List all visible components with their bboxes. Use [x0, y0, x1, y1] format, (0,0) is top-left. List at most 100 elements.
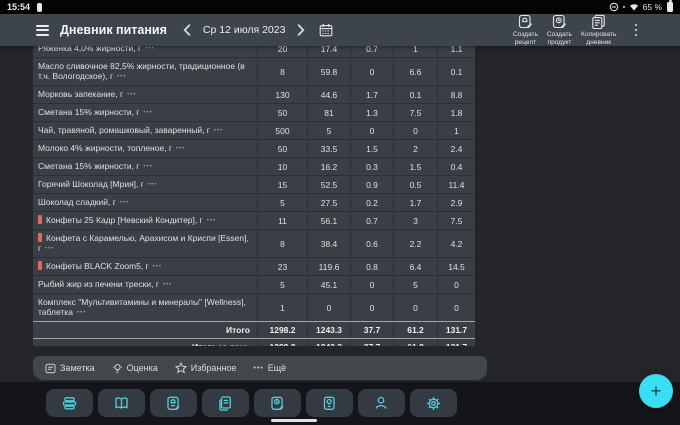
create-recipe-icon	[518, 15, 532, 29]
nav-notes-button[interactable]	[202, 389, 249, 417]
food-name: Ряженка 4,0% жирности, г	[38, 46, 142, 53]
calories-value: 119.6	[307, 258, 350, 275]
chevron-right-icon[interactable]	[295, 22, 307, 38]
row-menu-icon[interactable]: •••	[76, 310, 87, 316]
row-menu-icon[interactable]: •••	[117, 74, 127, 80]
fat-value: 2	[393, 140, 437, 157]
carbs-value: 11.4	[437, 176, 475, 193]
overflow-menu-icon[interactable]	[630, 21, 643, 40]
carbs-value: 0.4	[437, 158, 475, 175]
totals-label: Итого за день	[33, 339, 257, 346]
table-row[interactable]: Морковь запекание, г ••• 130 44.6 1.7 0.1…	[33, 86, 475, 104]
protein-value: 0.2	[350, 194, 393, 211]
favorite-button[interactable]: Избранное	[174, 362, 236, 374]
carbs-value: 2.4	[437, 140, 475, 157]
amount-total: 1298.2	[257, 322, 307, 338]
row-menu-icon[interactable]: •••	[162, 282, 173, 288]
table-row[interactable]: Шоколад сладкий, г ••• 5 27.5 0.2 1.7 2.9	[33, 194, 475, 212]
nav-analysis-button[interactable]	[306, 389, 353, 417]
carbs-total: 131.7	[437, 339, 475, 346]
amount-value: 500	[257, 122, 307, 139]
date-navigation: Ср 12 июля 2023	[181, 21, 336, 39]
food-name: Сметана 15% жирности, г	[38, 107, 140, 117]
protein-total: 37.7	[350, 322, 393, 338]
add-button[interactable]: +	[639, 374, 673, 408]
row-menu-icon[interactable]: •••	[119, 200, 130, 206]
table-row[interactable]: Масло сливочное 82,5% жирности, традицио…	[33, 58, 475, 86]
table-row[interactable]: Молоко 4% жирности, топленое, г ••• 50 33…	[33, 140, 475, 158]
totals-label: Итого	[226, 325, 250, 335]
nav-products-button[interactable]	[254, 389, 301, 417]
table-row[interactable]: Горячий Шоколад [Мрия], г ••• 15 52.5 0.9…	[33, 176, 475, 194]
chevron-left-icon[interactable]	[181, 22, 193, 38]
profile-icon	[375, 396, 387, 409]
amount-value: 50	[257, 104, 307, 121]
settings-icon	[427, 396, 440, 410]
protein-value: 0	[350, 122, 393, 139]
row-menu-icon[interactable]: •••	[147, 182, 158, 188]
calories-value: 33.5	[307, 140, 350, 157]
nav-cookbook-button[interactable]	[98, 389, 145, 417]
home-indicator[interactable]	[271, 419, 317, 422]
amount-value: 15	[257, 176, 307, 193]
totals-row: Итого за день 1298.2 1243.3 37.7 61.2 13…	[33, 338, 475, 346]
table-row[interactable]: Сметана 15% жирности, г ••• 50 81 1.3 7.5…	[33, 104, 475, 122]
row-menu-icon[interactable]: •••	[143, 110, 153, 116]
more-dots-icon: •••	[253, 364, 264, 372]
nav-diary-button[interactable]	[46, 389, 93, 417]
protein-value: 0	[350, 58, 393, 85]
red-marker-icon	[38, 233, 42, 242]
star-icon	[174, 362, 187, 374]
amount-value: 5	[257, 276, 307, 293]
carbs-value: 14.5	[437, 258, 475, 275]
amount-value: 50	[257, 140, 307, 157]
fat-value: 3	[393, 212, 437, 229]
row-menu-icon[interactable]: •••	[143, 164, 153, 170]
nav-recipes-button[interactable]	[150, 389, 197, 417]
calories-value: 81	[307, 104, 350, 121]
calendar-icon[interactable]	[317, 21, 335, 39]
carbs-value: 2.9	[437, 194, 475, 211]
menu-icon[interactable]	[34, 22, 51, 39]
copy-diary-icon	[592, 15, 605, 30]
table-row[interactable]: Сметана 15% жирности, г ••• 10 16.2 0.3 1…	[33, 158, 475, 176]
calories-total: 1243.3	[307, 322, 350, 338]
food-table-totals: Итого 1298.2 1243.3 37.7 61.2 131.7 Итог…	[33, 321, 475, 346]
table-row[interactable]: Конфеты BLACK Zoom5, г ••• 23 119.6 0.8 6…	[33, 258, 475, 276]
row-menu-icon[interactable]: •••	[206, 218, 217, 224]
row-menu-icon[interactable]: •••	[213, 128, 224, 134]
battery-icon	[667, 0, 673, 12]
table-row[interactable]: Рыбий жир из печени трески, г ••• 5 45.1 …	[33, 276, 475, 294]
row-menu-icon[interactable]: •••	[176, 146, 186, 152]
protein-value: 1.3	[350, 104, 393, 121]
row-menu-icon[interactable]: •••	[152, 264, 163, 270]
note-button[interactable]: Заметка	[45, 363, 95, 374]
table-row[interactable]: Конфеты 25 Кадр [Невский Кондитер], г •••…	[33, 212, 475, 230]
products-icon	[271, 396, 284, 410]
create-product-button[interactable]: Создать продукт	[545, 13, 574, 46]
rating-button[interactable]: Оценка	[112, 363, 158, 374]
battery-percent: 65 %	[642, 2, 662, 12]
table-row[interactable]: Чай, травяной, ромашковый, заваренный, г…	[33, 122, 475, 140]
cookbook-icon	[115, 396, 128, 409]
row-menu-icon[interactable]: •••	[45, 246, 55, 252]
row-menu-icon[interactable]: •••	[127, 92, 137, 98]
protein-value: 0.9	[350, 176, 393, 193]
copy-diary-button[interactable]: Копировать дневник	[579, 13, 619, 46]
calories-value: 0	[307, 294, 350, 321]
nav-settings-button[interactable]	[410, 389, 457, 417]
calories-value: 44.6	[307, 86, 350, 103]
nav-profile-button[interactable]	[358, 389, 405, 417]
table-row[interactable]: Комплекс "Мультивитамины и минералы" [We…	[33, 294, 475, 321]
table-row[interactable]: Ряженка 4,0% жирности, г ••• 20 17.4 0.7 …	[33, 46, 475, 58]
current-date[interactable]: Ср 12 июля 2023	[202, 24, 286, 36]
fat-total: 61.2	[393, 339, 437, 346]
food-name: Молоко 4% жирности, топленое, г	[38, 143, 173, 153]
lightbulb-icon	[112, 363, 122, 373]
carbs-value: 8.8	[437, 86, 475, 103]
note-icon	[45, 363, 56, 373]
row-menu-icon[interactable]: •••	[145, 46, 155, 52]
more-button[interactable]: ••• Ещё	[253, 363, 287, 373]
table-row[interactable]: Конфета с Карамелью, Арахисом и Криспи […	[33, 230, 475, 258]
create-recipe-button[interactable]: Создать рецепт	[511, 13, 540, 46]
